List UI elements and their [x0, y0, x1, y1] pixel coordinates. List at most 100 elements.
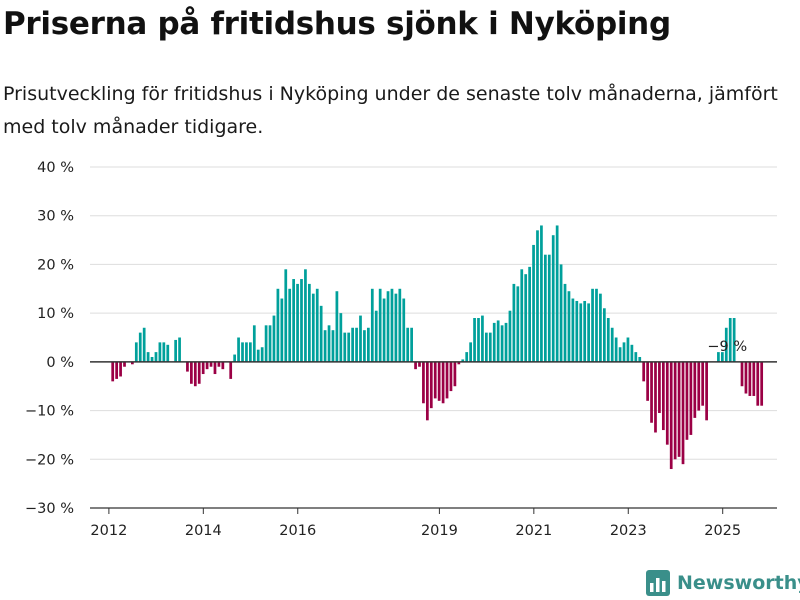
bar-negative [123, 361, 126, 367]
newsworthy-logo: Newsworthy [646, 568, 800, 598]
bar-positive [638, 356, 642, 362]
bar-negative [213, 361, 217, 375]
x-tick-label: 2019 [421, 523, 458, 539]
bar-positive [626, 337, 630, 362]
bar-negative [209, 361, 213, 367]
bar-positive [477, 318, 480, 362]
bar-negative [665, 361, 669, 445]
bar-negative [437, 361, 441, 401]
bar-positive [732, 318, 736, 362]
bar-negative [414, 361, 417, 370]
bar-positive [394, 293, 398, 362]
bar-negative [197, 361, 201, 384]
bar-positive [268, 325, 272, 362]
y-tick-label: 10 % [37, 306, 74, 322]
axes [90, 361, 777, 514]
bar-positive [622, 342, 626, 362]
bar-positive [378, 288, 382, 362]
bar-positive [241, 342, 244, 362]
bar-positive [602, 308, 606, 362]
bar-positive [390, 288, 394, 362]
bar-positive [398, 288, 402, 362]
page-title: Priserna på fritidshus sjönk i Nyköping [3, 6, 671, 42]
bar-positive [536, 230, 539, 362]
bar-positive [276, 288, 280, 362]
bar-positive [406, 327, 410, 362]
bar-positive [370, 288, 374, 362]
bar-positive [587, 303, 590, 362]
bar-positive [583, 300, 587, 362]
bar-positive [335, 291, 339, 362]
bar-positive [567, 291, 571, 362]
bar-positive [150, 356, 154, 362]
bar-negative [752, 361, 756, 396]
bar-positive [233, 354, 236, 362]
bar-positive [512, 283, 516, 362]
bar-negative [205, 361, 209, 370]
x-tick-label: 2016 [279, 523, 316, 539]
bar-positive [382, 298, 386, 362]
bar-negative [115, 361, 119, 379]
bar-negative [760, 361, 764, 406]
bar-positive [245, 342, 248, 362]
y-tick-label: 0 % [46, 355, 74, 371]
bar-positive [465, 352, 469, 362]
bar-positive [280, 298, 284, 362]
bar-positive [331, 330, 335, 362]
bar-positive [296, 283, 299, 362]
bar-negative [669, 361, 673, 470]
bar-positive [599, 293, 602, 362]
bar-positive [174, 339, 177, 362]
bar-positive [543, 254, 547, 362]
bar-positive [142, 327, 146, 362]
bar-positive [308, 283, 311, 362]
bar-positive [146, 352, 150, 362]
bar-negative [701, 361, 705, 406]
bar-positive [563, 283, 567, 362]
bar-negative [229, 361, 233, 379]
bar-positive [469, 342, 472, 362]
bar-positive [614, 337, 618, 362]
x-tick-label: 2025 [704, 523, 741, 539]
bar-positive [516, 286, 520, 362]
bar-positive [327, 325, 331, 362]
x-tick-label: 2014 [185, 523, 222, 539]
bar-negative [744, 361, 748, 394]
bar-positive [367, 327, 370, 362]
bar-positive [355, 327, 358, 362]
y-tick-label: −10 % [25, 404, 74, 420]
bar-positive [300, 279, 303, 362]
bar-negative [119, 361, 122, 377]
bar-positive [618, 347, 622, 362]
bar-positive [410, 327, 413, 362]
bar-negative [217, 361, 221, 367]
bar-positive [264, 325, 268, 362]
bar-positive [363, 330, 366, 362]
bar-chart-icon [646, 570, 670, 596]
bar-positive [343, 332, 347, 362]
bar-positive [386, 291, 390, 362]
bar-positive [284, 269, 288, 362]
bar-positive [595, 288, 598, 362]
bar-positive [473, 318, 476, 362]
bar-positive [311, 293, 315, 362]
bar-positive [351, 327, 354, 362]
y-gridlines [90, 166, 777, 509]
bar-series [111, 225, 764, 470]
bar-negative [457, 361, 461, 365]
bar-negative [441, 361, 445, 404]
last-value-label: −9 % [707, 339, 747, 355]
x-tick-label: 2023 [610, 523, 647, 539]
bar-negative [740, 361, 744, 387]
bar-positive [154, 352, 158, 362]
bar-positive [402, 298, 406, 362]
bar-negative [681, 361, 685, 465]
bar-positive [634, 352, 638, 362]
bar-positive [504, 322, 508, 362]
bar-positive [728, 318, 732, 362]
bar-positive [260, 347, 264, 362]
bar-positive [528, 266, 531, 362]
bar-negative [646, 361, 649, 401]
bar-positive [249, 342, 252, 362]
